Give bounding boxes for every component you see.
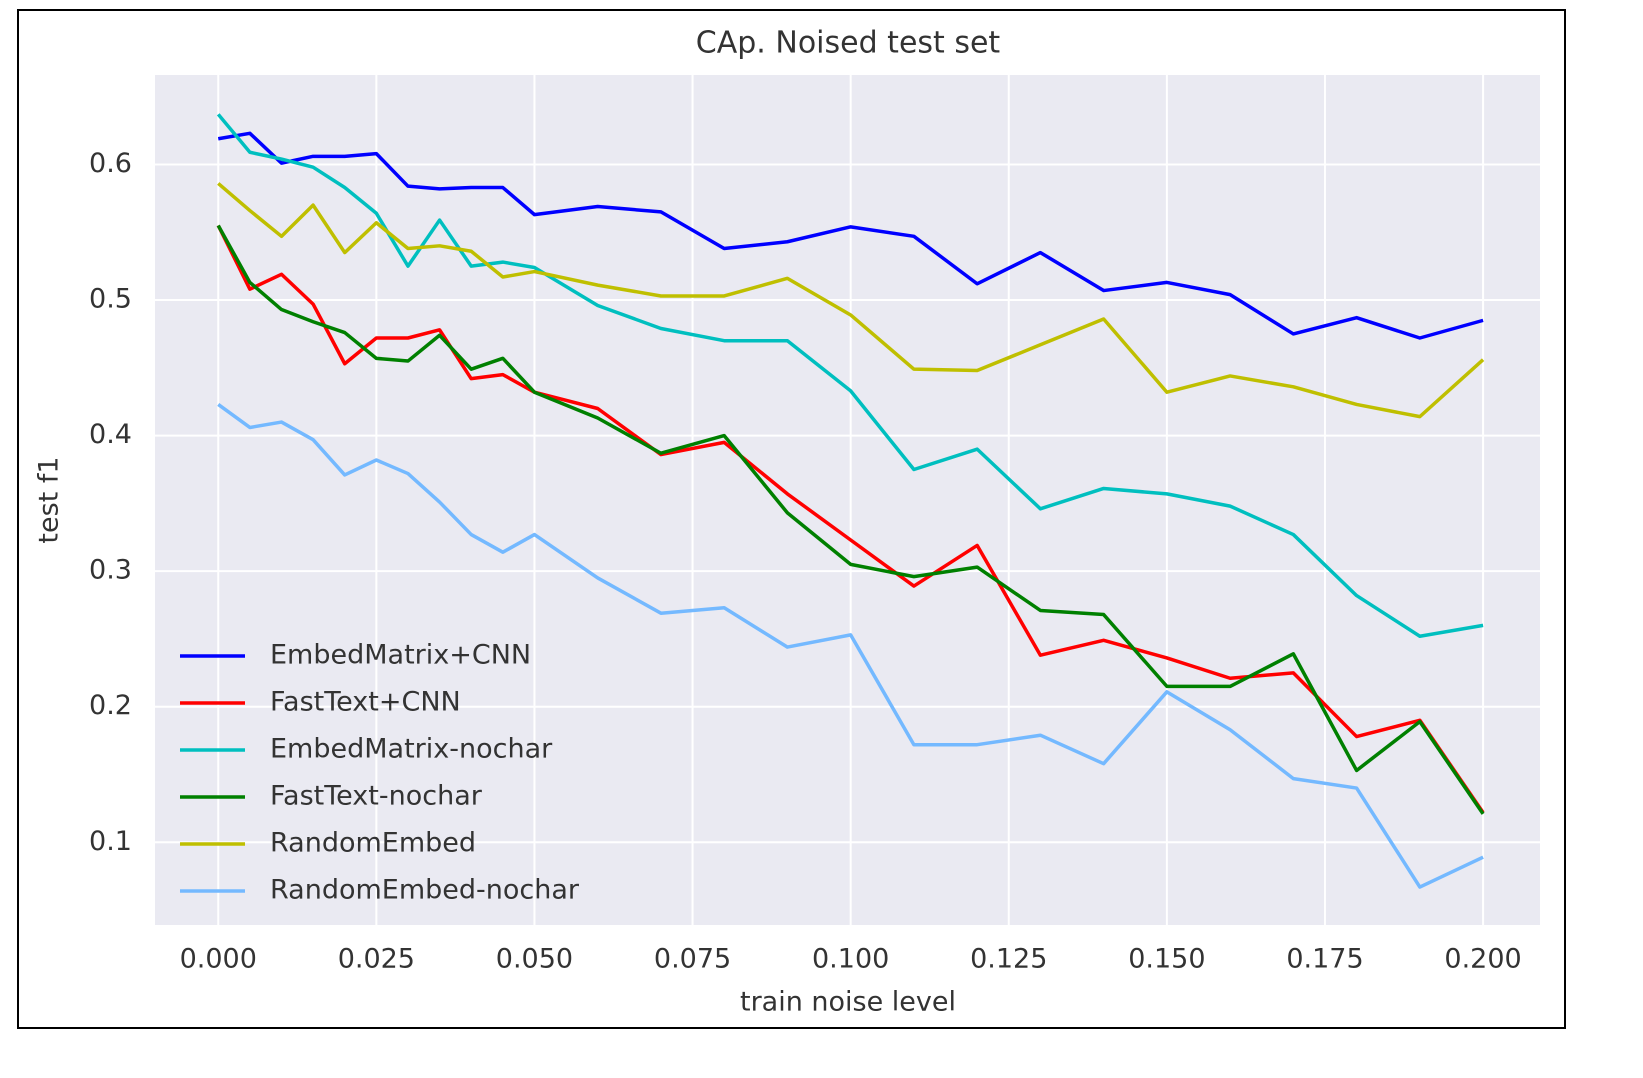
series-line [217,131,1484,340]
legend-label: FastText+CNN [270,687,461,718]
series-line [216,113,1484,638]
series-line [216,224,1485,814]
x-tick-label: 0.100 [812,944,889,975]
plot-area [155,75,1540,925]
x-tick-label: 0.075 [654,944,731,975]
y-tick-label: 0.5 [89,284,132,315]
x-tick-label: 0.050 [496,944,573,975]
y-tick-label: 0.6 [89,148,132,179]
x-tick-label: 0.175 [1286,944,1363,975]
series-line [216,224,1485,815]
legend-label: FastText-nochar [270,781,483,812]
y-tick-label: 0.4 [89,419,132,450]
x-tick-label: 0.200 [1444,944,1521,975]
series-line [217,403,1484,889]
legend-label: EmbedMatrix-nochar [270,734,553,765]
x-axis-label: train noise level [740,987,956,1018]
legend-label: EmbedMatrix+CNN [270,640,531,671]
y-tick-label: 0.3 [89,555,132,586]
x-tick-label: 0.025 [338,944,415,975]
x-tick-label: 0.000 [180,944,257,975]
y-tick-label: 0.2 [89,690,132,721]
legend-label: RandomEmbed [270,828,476,859]
y-axis-label: test f1 [34,456,65,543]
chart-title: CAp. Noised test set [696,26,1001,61]
x-tick-label: 0.150 [1128,944,1205,975]
x-tick-label: 0.125 [970,944,1047,975]
series-line [217,182,1485,419]
y-tick-label: 0.1 [89,826,132,857]
legend-label: RandomEmbed-nochar [270,875,580,906]
